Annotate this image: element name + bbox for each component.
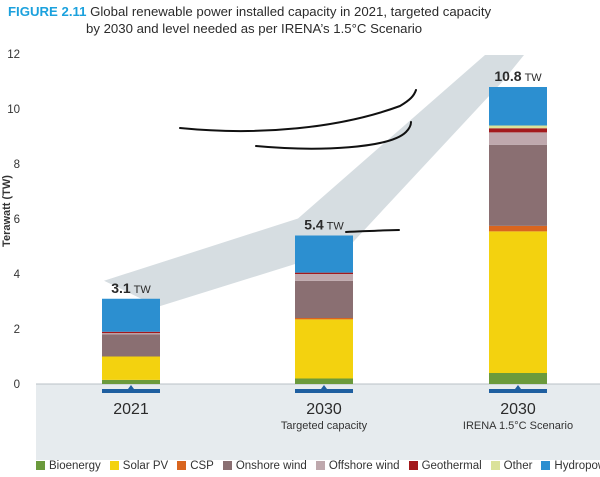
chart-floor — [36, 384, 600, 460]
bar-total-label: 10.8 TW — [494, 68, 542, 84]
bar-segment-hydropower — [102, 298, 160, 332]
legend-label: Solar PV — [122, 460, 169, 472]
bar-segment-onshore-wind — [489, 144, 547, 226]
legend-item: Hydropower — [541, 460, 600, 472]
bar-total-label: 5.4 TW — [304, 217, 344, 233]
bar-stack-1 — [102, 298, 160, 384]
bar-segment-offshore-wind — [295, 274, 353, 281]
bar-segment-solar-pv — [489, 231, 547, 373]
legend-label: Offshore wind — [328, 460, 400, 472]
x-tick-label: 2030 — [500, 401, 536, 418]
bar-segment-bioenergy — [295, 378, 353, 384]
x-tick-label: 2021 — [113, 401, 149, 418]
legend-swatch — [177, 461, 187, 470]
x-category-marker-tip — [321, 385, 327, 389]
chart-legend: Bioenergy Solar PV CSP Onshore wind Offshore… — [36, 460, 600, 472]
y-axis-label: Terawatt (TW) — [1, 175, 13, 247]
y-tick-label: 12 — [7, 49, 20, 61]
bar-segment-offshore-wind — [102, 333, 160, 335]
x-category-marker — [102, 389, 160, 393]
handwritten-stroke — [255, 121, 412, 150]
y-tick-label: 0 — [14, 379, 20, 391]
trend-band — [104, 55, 524, 307]
bar-segment-csp — [295, 318, 353, 320]
x-tick-sublabel: IRENA 1.5°C Scenario — [463, 420, 573, 432]
x-category-marker-tip — [128, 385, 134, 389]
bar-segment-bioenergy — [489, 373, 547, 384]
bar-segment-hydropower — [295, 235, 353, 273]
handwritten-stroke — [179, 89, 417, 133]
legend-label: Bioenergy — [49, 460, 101, 472]
y-tick-label: 8 — [14, 159, 20, 171]
bar-segment-solar-pv — [295, 319, 353, 379]
legend-swatch — [109, 461, 119, 470]
legend-item: Other — [490, 460, 533, 472]
legend-item: CSP — [177, 460, 214, 472]
x-tick-label: 2030 — [306, 401, 342, 418]
legend-label: Other — [503, 460, 533, 472]
bar-segment-csp — [489, 225, 547, 232]
bar-segment-other — [489, 125, 547, 129]
y-tick-label: 2 — [14, 324, 20, 336]
legend-label: Hydropower — [554, 460, 600, 472]
bar-segment-solar-pv — [102, 356, 160, 380]
y-tick-label: 6 — [14, 214, 20, 226]
x-category-marker — [489, 389, 547, 393]
legend-label: CSP — [190, 460, 214, 472]
legend-item: Offshore wind — [315, 460, 400, 472]
figure-title-line1: Global renewable power installed capacit… — [90, 4, 492, 19]
bar-segment-onshore-wind — [102, 334, 160, 357]
legend-swatch — [315, 461, 325, 470]
y-tick-label: 10 — [7, 104, 20, 116]
bar-stack-2 — [295, 235, 353, 384]
bar-segment-offshore-wind — [489, 132, 547, 145]
bar-segment-onshore-wind — [295, 280, 353, 318]
y-tick-label: 4 — [14, 269, 21, 281]
x-category-marker-tip — [515, 385, 521, 389]
bar-segment-geothermal — [489, 128, 547, 133]
legend-label: Onshore wind — [235, 460, 307, 472]
legend-swatch — [36, 461, 45, 470]
bar-stack-3 — [489, 87, 547, 384]
figure-title: FIGURE 2.11 Global renewable power insta… — [8, 4, 491, 37]
handwritten-stroke — [345, 229, 400, 233]
legend-label: Geothermal — [421, 460, 482, 472]
legend-item: Geothermal — [408, 460, 482, 472]
legend-item: Onshore wind — [222, 460, 307, 472]
bar-segment-geothermal — [102, 331, 160, 334]
legend-swatch — [490, 461, 500, 470]
x-tick-sublabel: Targeted capacity — [281, 420, 368, 432]
bar-segment-geothermal — [295, 272, 353, 274]
figure-number: FIGURE 2.11 — [8, 4, 87, 19]
legend-swatch — [408, 461, 418, 470]
legend-swatch — [541, 461, 551, 470]
figure-title-line2: by 2030 and level needed as per IRENA’s … — [86, 20, 423, 36]
legend-item: Bioenergy — [36, 460, 101, 472]
legend-swatch — [222, 461, 232, 470]
bar-total-label: 3.1 TW — [111, 280, 151, 296]
legend-item: Solar PV — [109, 460, 169, 472]
x-category-marker — [295, 389, 353, 393]
bar-segment-hydropower — [489, 87, 547, 126]
bar-segment-bioenergy — [102, 379, 160, 384]
